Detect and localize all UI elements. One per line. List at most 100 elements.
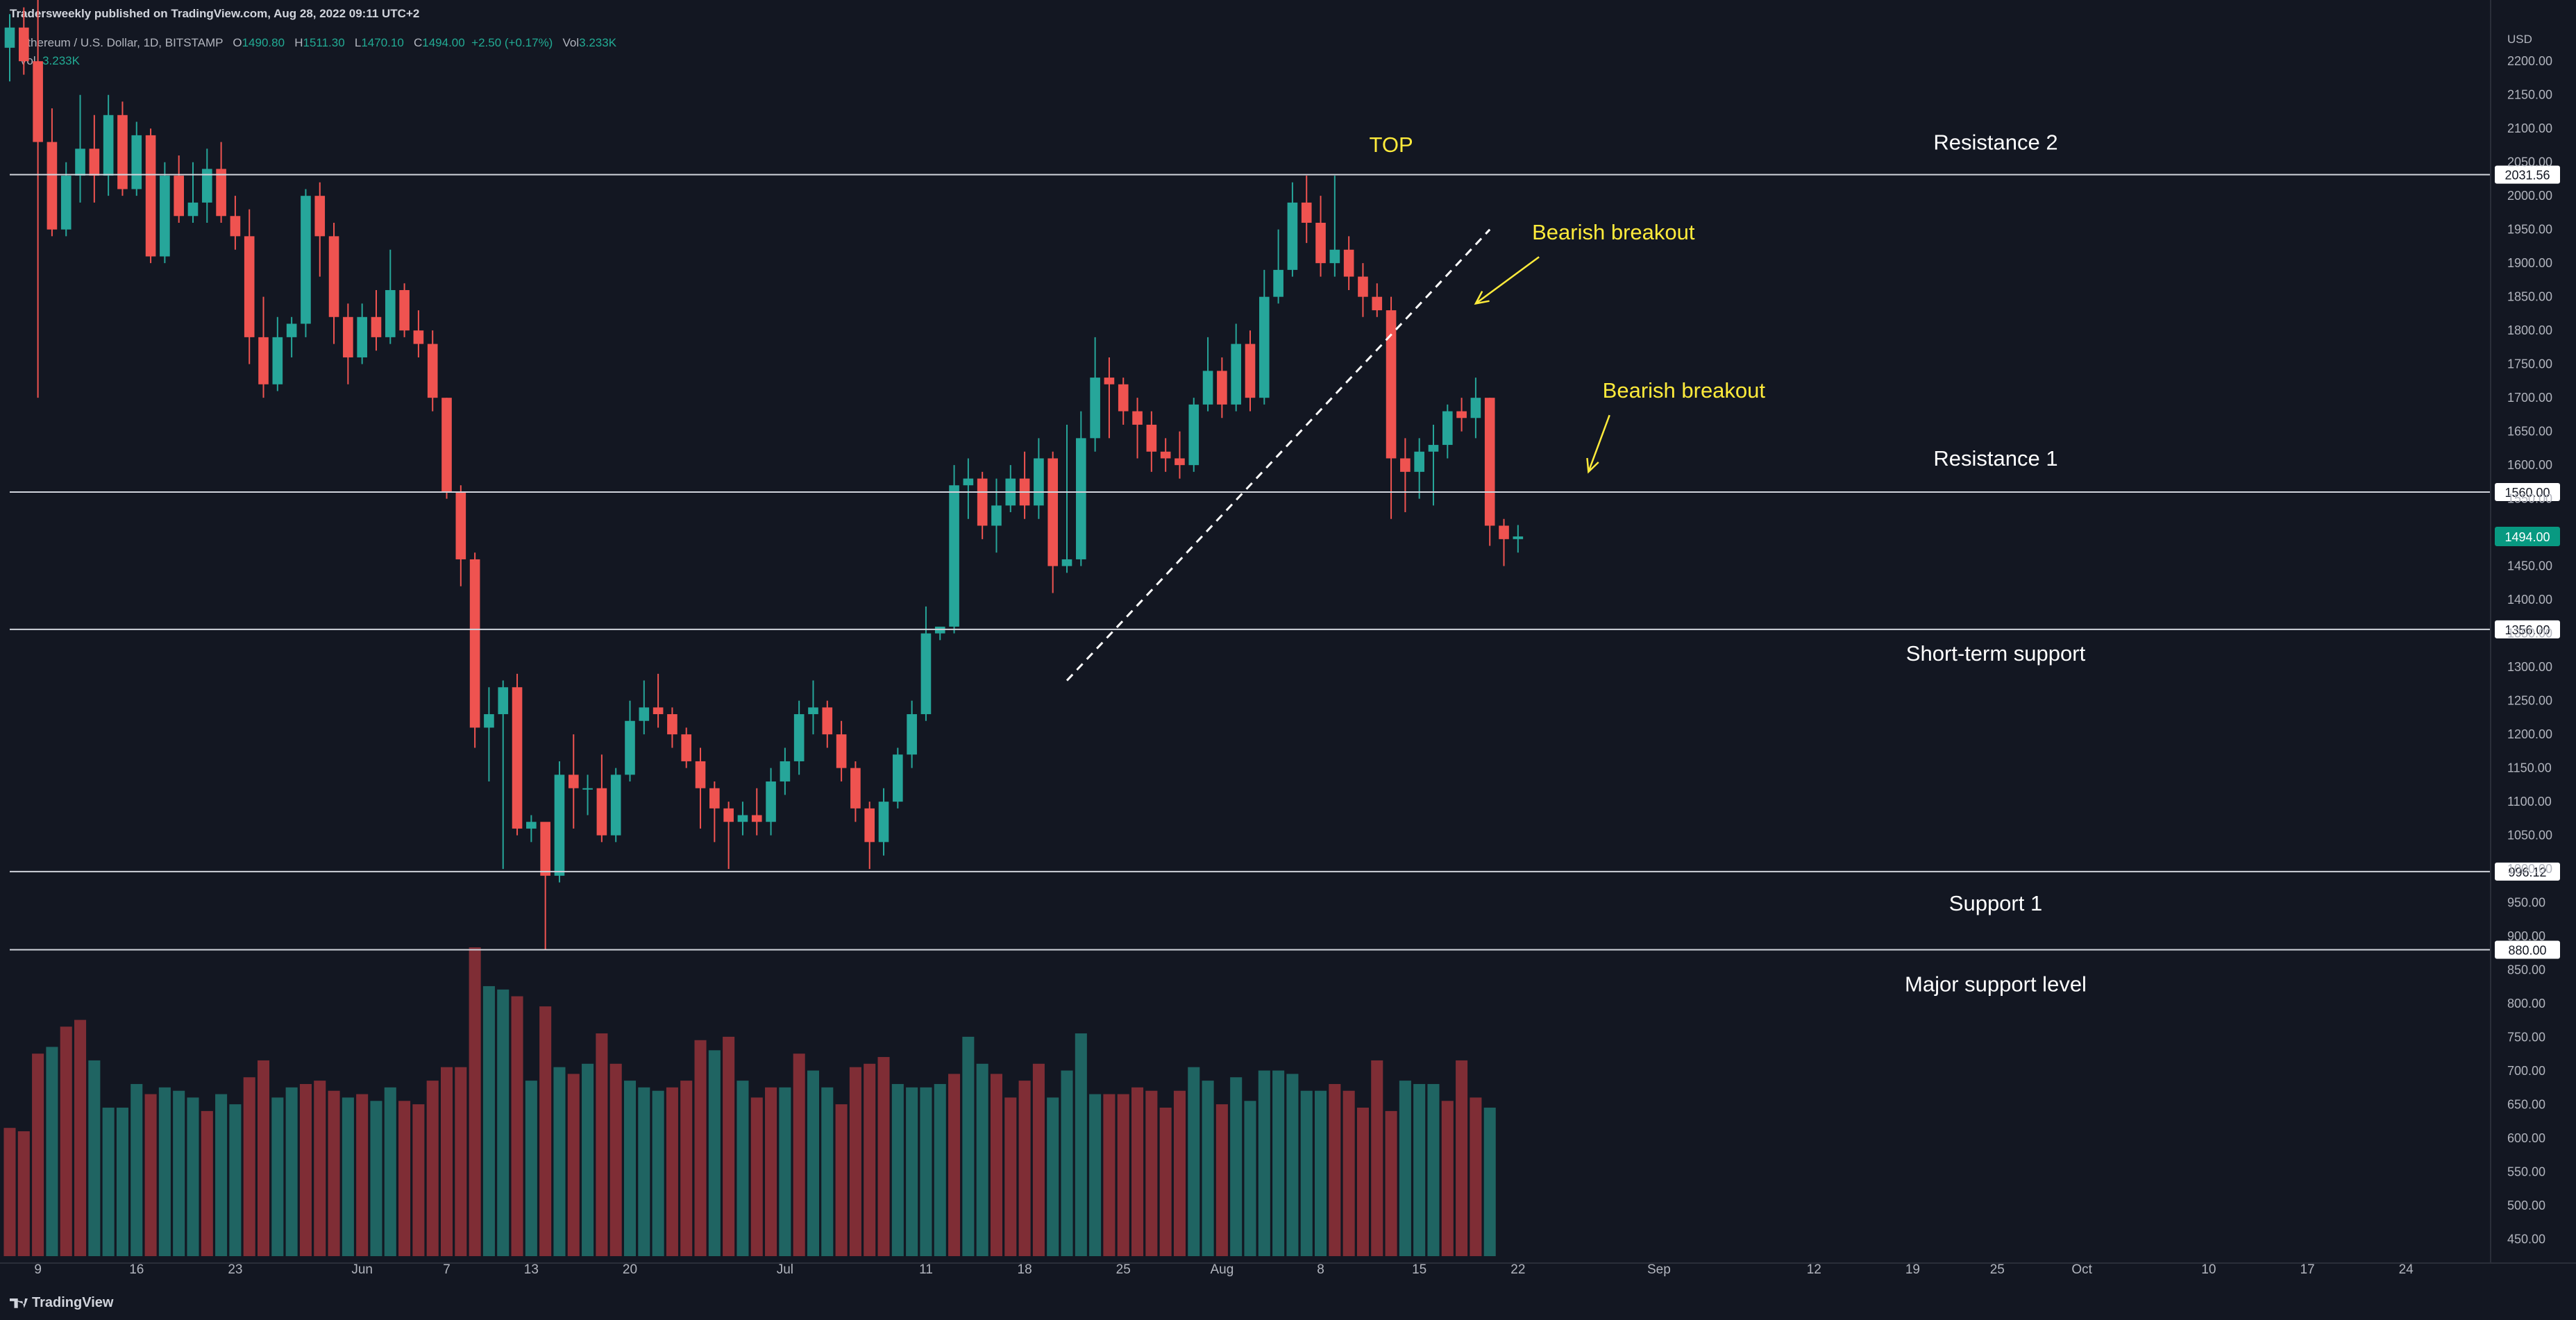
annotation-text: TOP (1369, 133, 1413, 157)
candle-body (625, 720, 635, 775)
price-tick-label: 700.00 (2507, 1064, 2545, 1078)
time-tick-label: 24 (2399, 1262, 2414, 1277)
candle (1499, 518, 1509, 566)
candle-body (540, 822, 550, 876)
annotations: TOP Bearish breakout Bearish breakout (1369, 133, 1765, 474)
candle (1047, 451, 1059, 593)
candle (174, 155, 184, 223)
volume-bar (609, 1063, 622, 1256)
candle (1188, 398, 1199, 472)
volume-bar (257, 1060, 270, 1256)
volume-bar (412, 1104, 425, 1256)
volume-bar (525, 1081, 537, 1256)
volume-bar (1089, 1094, 1102, 1256)
volume-bar (440, 1067, 453, 1256)
candle-body (920, 633, 932, 715)
candle-body (991, 505, 1002, 526)
symbol-legend: Ethereum / U.S. Dollar, 1D, BITSTAMP O14… (19, 36, 616, 50)
candle (1358, 263, 1368, 317)
level-label: Support 1 (1949, 891, 2042, 915)
volume-value: 3.233K (42, 54, 80, 67)
candle (1076, 411, 1086, 566)
candle (103, 94, 114, 196)
high-value: 1511.30 (303, 36, 345, 49)
candle-body (160, 176, 170, 257)
price-tick-label: 1300.00 (2507, 660, 2552, 674)
time-tick-label: 20 (623, 1262, 637, 1277)
candle-body (216, 169, 226, 217)
candle-body (977, 478, 988, 526)
candle (1343, 236, 1354, 290)
time-tick-label: 12 (1807, 1262, 1821, 1277)
candle (540, 822, 550, 950)
volume-bar (793, 1054, 805, 1256)
candle-body (568, 775, 579, 788)
published-line: Tradersweekly published on TradingView.c… (10, 7, 420, 20)
symbol-title[interactable]: Ethereum / U.S. Dollar, 1D, BITSTAMP (19, 36, 224, 49)
price-tick-label: 1600.00 (2507, 458, 2552, 472)
volume-bar (482, 985, 495, 1256)
volume-bar (88, 1060, 101, 1256)
candle-body (766, 781, 776, 822)
price-tick-label: 2050.00 (2507, 155, 2552, 169)
change-value: +2.50 (+0.17%) (471, 36, 553, 49)
candle (1273, 229, 1283, 304)
candle-body (963, 478, 974, 486)
candle-body (1287, 202, 1298, 270)
candle (117, 101, 128, 196)
candle (596, 754, 607, 843)
volume-bar (1329, 1083, 1341, 1256)
candle-body (33, 61, 43, 142)
candle (286, 316, 297, 357)
candle (1513, 525, 1524, 553)
price-tick-label: 1200.00 (2507, 727, 2552, 741)
candle (1202, 337, 1213, 412)
candle (1146, 411, 1157, 472)
candle (1132, 398, 1143, 459)
candle-body (1343, 249, 1354, 277)
time-tick-label: 23 (228, 1262, 242, 1277)
volume-bar (469, 947, 481, 1256)
volume-bar (173, 1090, 185, 1256)
vol-inline-label: Vol (562, 36, 580, 49)
candle-body (1061, 559, 1072, 566)
candle-body (1118, 384, 1129, 412)
volume-bar (370, 1101, 382, 1256)
candle-body (1301, 202, 1312, 223)
time-axis: 9 16 23 Jun 7 13 20 Jul 11 18 25 Aug 8 15 22 Sep 12 19 25 O… (34, 1262, 2414, 1277)
candle-body (1456, 411, 1467, 418)
annotation-arrow (1475, 256, 1540, 305)
candle-body (793, 714, 805, 761)
volume-bar (426, 1081, 439, 1256)
candle (1386, 296, 1397, 519)
horizontal-levels: 2031.56 Resistance 2 1560.00 Resistance 1 13… (10, 130, 2560, 997)
annotation: TOP (1369, 133, 1413, 157)
candle-body (469, 559, 480, 728)
volume-bar (32, 1054, 44, 1256)
candle-body (893, 754, 903, 802)
candle (1005, 465, 1016, 513)
candle (554, 761, 565, 883)
candle (399, 283, 410, 337)
tradingview-logo[interactable]: TradingView (10, 1295, 113, 1311)
candle-body (1076, 438, 1086, 559)
volume-bar (328, 1090, 340, 1256)
candle (1442, 404, 1453, 459)
price-axis: USD 450.00 500.00 550.00 600.00 650.00 700.00 7… (2495, 33, 2560, 1246)
volume-bar (1061, 1070, 1073, 1256)
candle (1258, 269, 1270, 405)
candle (385, 249, 396, 344)
candle (1414, 438, 1424, 499)
volume-bar (1286, 1074, 1299, 1256)
level-price-label: 996.12 (2508, 865, 2546, 879)
volume-bar (962, 1036, 975, 1256)
candle-body (413, 330, 424, 344)
time-tick-label: 9 (34, 1262, 42, 1277)
volume-bar (849, 1067, 861, 1256)
last-price-label: 1494.00 (2505, 530, 2550, 544)
candle (201, 149, 212, 223)
candle-body (1217, 371, 1227, 405)
volume-bar (271, 1097, 284, 1256)
time-tick-label: 7 (443, 1262, 451, 1277)
